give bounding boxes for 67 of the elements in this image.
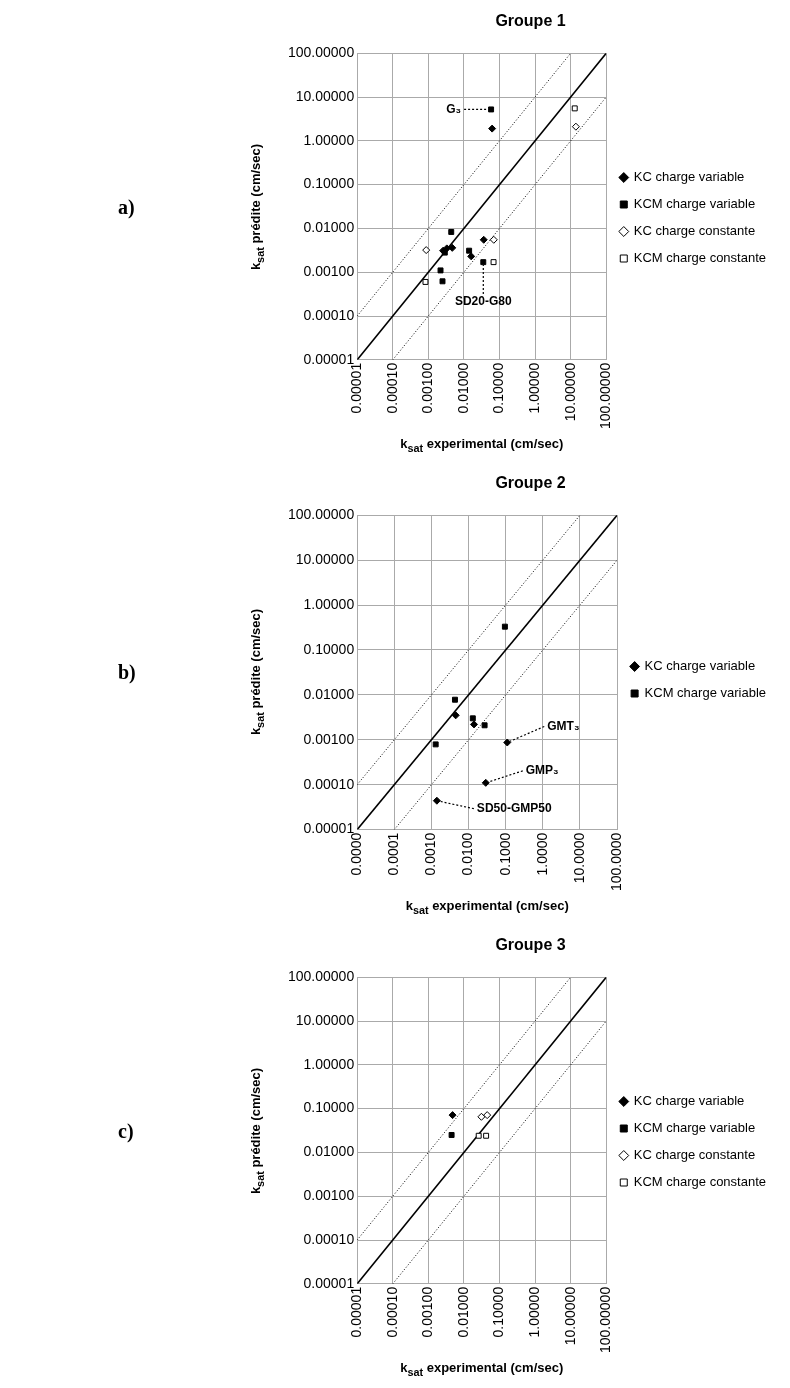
- legend-label: KC charge constante: [633, 1147, 756, 1163]
- y-tick-label: 10.00000: [295, 1011, 355, 1028]
- legend-label: KC charge variable: [644, 658, 756, 674]
- x-tick-label: 0.0000: [348, 832, 365, 876]
- x-tick-label: 0.01000: [454, 1286, 471, 1338]
- x-tick-label: 0.00100: [419, 1286, 436, 1338]
- y-tick-label: 0.01000: [303, 685, 355, 702]
- x-tick-label: 0.00100: [419, 362, 436, 414]
- y-tick-label: 0.10000: [303, 640, 355, 657]
- y-tick-label: 1.00000: [303, 1055, 355, 1072]
- x-tick-label: 0.00010: [383, 1286, 400, 1338]
- x-axis-title: k$_{sat}$ experimental (cm/sec): [400, 1360, 564, 1378]
- x-axis-title: k$_{sat}$ experimental (cm/sec): [400, 436, 564, 454]
- annotation: SD20-G80: [454, 294, 512, 309]
- text: b): [118, 660, 136, 684]
- y-tick-label: 0.00100: [303, 730, 355, 747]
- x-tick-label: 0.10000: [490, 362, 507, 414]
- y-tick-label: 100.00000: [287, 968, 355, 985]
- legend-label: KC charge constante: [633, 223, 756, 239]
- y-tick-label: 0.10000: [303, 175, 355, 192]
- x-tick-label: 100.00000: [597, 1286, 614, 1354]
- x-tick-label: 0.0100: [459, 832, 476, 876]
- x-tick-label: 10.0000: [570, 832, 587, 884]
- x-tick-label: 10.00000: [561, 362, 578, 422]
- y-tick-label: 100.00000: [287, 44, 355, 61]
- legend-label: KC charge variable: [633, 169, 745, 185]
- x-tick-label: 0.01000: [454, 362, 471, 414]
- chart-title: Groupe 2: [495, 474, 566, 492]
- annotation: GMP₃: [525, 763, 559, 778]
- x-tick-label: 1.0000: [533, 832, 550, 876]
- x-tick-label: 10.00000: [561, 1286, 578, 1346]
- chart-title: Groupe 3: [495, 936, 566, 954]
- y-tick-label: 10.00000: [295, 87, 355, 104]
- y-tick-label: 0.01000: [303, 1143, 355, 1160]
- x-tick-label: 0.10000: [490, 1286, 507, 1338]
- x-tick-label: 100.00000: [597, 362, 614, 430]
- legend-label: KCM charge variable: [633, 196, 756, 212]
- legend-label: KCM charge constante: [633, 250, 766, 266]
- y-tick-label: 0.00010: [303, 775, 355, 792]
- x-tick-label: 0.1000: [496, 832, 513, 876]
- y-tick-label: 0.00010: [303, 1230, 355, 1247]
- y-tick-label: 10.00000: [295, 550, 355, 567]
- annotation: GMT₃: [547, 718, 580, 733]
- y-tick-label: 1.00000: [303, 131, 355, 148]
- x-tick-label: 0.0010: [422, 832, 439, 876]
- chart-title: Groupe 1: [495, 12, 566, 30]
- x-tick-label: 0.0001: [385, 832, 402, 876]
- y-tick-label: 0.10000: [303, 1099, 355, 1116]
- legend-label: KC charge variable: [633, 1093, 745, 1109]
- legend-label: KCM charge variable: [644, 685, 766, 701]
- y-tick-label: 1.00000: [303, 595, 355, 612]
- legend-label: KCM charge variable: [633, 1120, 756, 1136]
- y-tick-label: 0.00100: [303, 1187, 355, 1204]
- annotation: G₃: [446, 101, 462, 116]
- x-axis-title: k$_{sat}$ experimental (cm/sec): [405, 898, 569, 916]
- x-tick-label: 0.00010: [383, 362, 400, 414]
- x-tick-label: 100.0000: [607, 832, 624, 892]
- y-tick-label: 0.01000: [303, 219, 355, 236]
- annotation: SD50-GMP50: [476, 801, 552, 816]
- x-tick-label: 1.00000: [525, 1286, 542, 1338]
- text: a): [118, 195, 135, 218]
- legend-label: KCM charge constante: [633, 1174, 766, 1190]
- y-tick-label: 0.00010: [303, 306, 355, 323]
- text: c): [118, 1119, 134, 1142]
- y-tick-label: 0.00100: [303, 263, 355, 280]
- y-tick-label: 100.00000: [287, 506, 355, 523]
- x-tick-label: 1.00000: [525, 362, 542, 414]
